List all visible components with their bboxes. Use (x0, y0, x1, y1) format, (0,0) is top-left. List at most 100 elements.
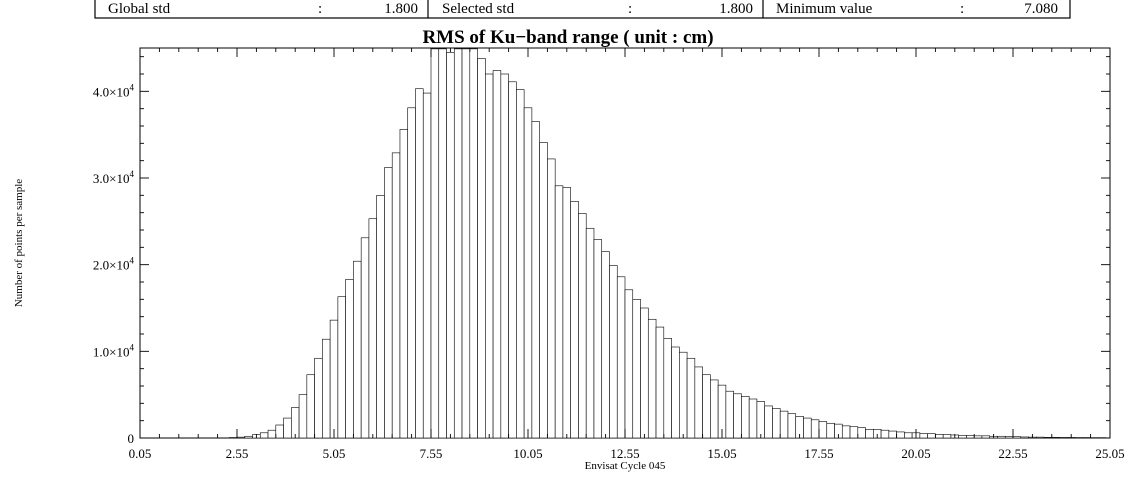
histogram-bar (485, 73, 494, 439)
histogram-bar (857, 427, 866, 439)
x-tick-label: 17.55 (804, 446, 833, 461)
stat-value-minimum-value: 7.080 (1024, 1, 1058, 17)
y-axis-ticks: 0 1.0×104 2.0×104 3.0×104 4.0×104 (93, 56, 1110, 446)
histogram-bar (236, 436, 246, 439)
histogram-bar (453, 48, 463, 439)
histogram-bar (407, 107, 416, 439)
histogram-bar (865, 429, 874, 439)
histogram-bar (298, 394, 308, 439)
histogram-bar (477, 58, 486, 439)
histogram-bar (570, 201, 579, 439)
histogram-bar (329, 319, 339, 439)
histogram-bar (640, 307, 649, 439)
histogram-bar (345, 279, 354, 439)
histogram-bar (1004, 436, 1014, 439)
histogram-bar (430, 48, 440, 439)
stat-sep-selected-std: : (628, 1, 632, 17)
histogram-bar (803, 417, 812, 439)
histogram-bar (733, 393, 742, 439)
histogram-bar (1012, 436, 1022, 439)
histogram-bar (748, 398, 758, 439)
histogram-bar (415, 88, 424, 439)
histogram-bar (337, 296, 346, 439)
histogram-bar (686, 357, 696, 439)
histogram-bar (314, 357, 323, 439)
x-tick-label: 7.55 (420, 446, 443, 461)
y-tick-label: 3.0×104 (93, 169, 135, 186)
histogram-bar (826, 422, 835, 439)
histogram-bar (585, 227, 595, 439)
histogram-bar (764, 405, 773, 439)
histogram-bar (539, 142, 548, 439)
histogram-bar (469, 48, 478, 439)
histogram-bar (306, 374, 315, 439)
histogram-bar (655, 326, 665, 439)
histogram-bar (376, 195, 385, 439)
histogram-bar (275, 424, 284, 439)
histogram-bar (694, 366, 703, 439)
histogram-bar (547, 158, 556, 439)
histogram-bar (353, 260, 362, 439)
histogram-bar (360, 237, 370, 439)
histogram-bar (1035, 436, 1045, 439)
x-tick-label: 20.05 (901, 446, 930, 461)
histogram-bar (384, 167, 393, 439)
histogram-bar (935, 434, 944, 439)
y-axis-label: Number of points per sample (13, 179, 25, 307)
histogram-bar (997, 435, 1006, 439)
histogram-bar (632, 299, 641, 439)
x-tick-label: 10.05 (513, 446, 542, 461)
histogram-bar (772, 408, 781, 439)
x-tick-label: 22.55 (998, 446, 1027, 461)
histogram-bar (888, 430, 897, 439)
histogram-bar (259, 432, 269, 439)
histogram-bar (942, 434, 952, 439)
stat-label-selected-std: Selected std (442, 1, 515, 17)
x-tick-label: 12.55 (610, 446, 639, 461)
x-tick-label: 15.05 (707, 446, 736, 461)
histogram-bar (609, 265, 618, 439)
histogram-bar (291, 407, 300, 439)
histogram-bar (593, 239, 603, 439)
histogram-bar (500, 73, 509, 439)
x-tick-label: 2.55 (226, 446, 249, 461)
histogram-bar (671, 346, 680, 439)
histogram-bar (841, 425, 851, 439)
stat-value-global-std: 1.800 (384, 1, 418, 17)
y-tick-label: 1.0×104 (93, 342, 135, 359)
histogram-bar (966, 435, 975, 439)
histogram-bar (624, 289, 634, 439)
x-axis-ticks: 0.05 2.55 5.05 7.55 10.05 12.55 15.05 17.55 20.0… (129, 48, 1125, 461)
y-tick-label: 4.0×104 (93, 82, 135, 99)
histogram-bar (787, 413, 797, 439)
histogram-bar (523, 107, 533, 439)
histogram-bar (810, 419, 820, 439)
histogram-bar (616, 276, 626, 439)
histogram-bar (958, 435, 967, 439)
x-tick-label: 5.05 (323, 446, 346, 461)
histogram-bar (725, 390, 734, 439)
header-stats-table: Global std : 1.800 Selected std : 1.800 … (94, 0, 1071, 19)
histogram-bar (267, 429, 277, 439)
histogram-bar (880, 429, 890, 439)
histogram-bar (578, 213, 587, 439)
histogram-bar (554, 185, 564, 439)
histogram-bar (601, 251, 610, 439)
histogram-bar (1043, 437, 1053, 439)
histogram-bar (422, 92, 432, 439)
stats-table-border (94, 0, 1071, 19)
histogram-bar (710, 379, 719, 439)
histogram-bar (391, 152, 401, 439)
histogram-bar (741, 396, 750, 439)
histogram-bar (702, 374, 711, 439)
histogram-bar (531, 121, 540, 439)
histogram-bar (492, 70, 502, 439)
histogram-bar (438, 48, 447, 439)
histogram-bar (446, 52, 455, 439)
histogram-bar (849, 426, 859, 439)
stat-value-selected-std: 1.800 (719, 1, 753, 17)
histogram-bar (508, 81, 517, 439)
histogram-bar (322, 338, 331, 439)
x-tick-label: 25.05 (1095, 446, 1124, 461)
